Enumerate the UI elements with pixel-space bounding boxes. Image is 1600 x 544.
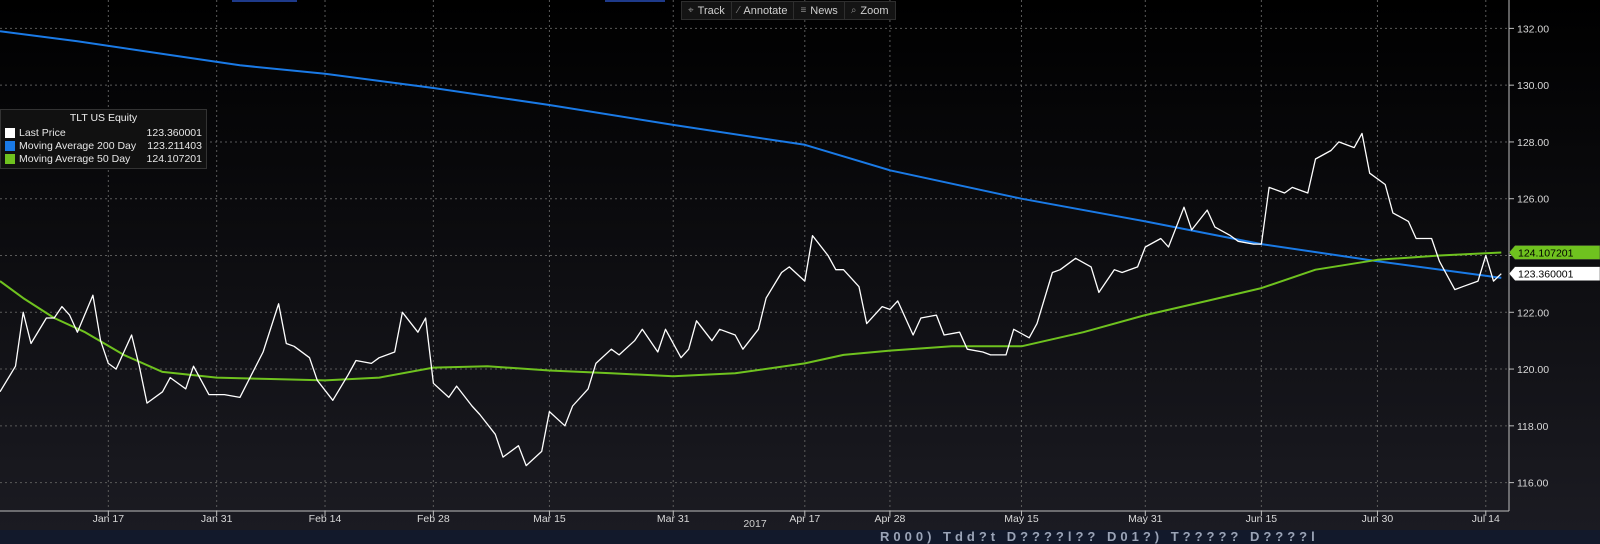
header-strip-mark [232, 0, 297, 2]
x-tick-label: May 31 [1128, 513, 1163, 525]
legend-series-name: Moving Average 50 Day [19, 152, 131, 165]
footer-ticker-text: R000) Tdd?t D????l?? D01?) T????? D????l [880, 530, 1319, 544]
x-tick-label: Jun 15 [1246, 513, 1278, 525]
zoom-button[interactable]: ⌕ Zoom [845, 2, 895, 19]
series-lines [0, 30, 1502, 467]
news-label: News [810, 4, 838, 17]
x-tick-label: Jan 31 [201, 513, 233, 525]
x-tick-label: Jun 30 [1362, 513, 1394, 525]
x-tick-label: Mar 15 [533, 513, 566, 525]
x-tick-label: Mar 31 [657, 513, 690, 525]
magnifier-icon: ⌕ [850, 5, 857, 16]
crosshair-icon: ⌖ [688, 5, 694, 16]
news-button[interactable]: ≡ News [794, 2, 845, 19]
y-tick-label: 116.00 [1517, 478, 1548, 490]
chart-toolbar: ⌖ Track ⁄ Annotate ≡ News ⌕ Zoom [681, 1, 896, 20]
legend-swatch [5, 140, 15, 151]
last-value-tags: 124.107201 123.360001 [1508, 245, 1600, 281]
y-tick-label: 128.00 [1517, 137, 1549, 149]
legend-series-name: Moving Average 200 Day [19, 139, 137, 152]
header-strip-mark [605, 0, 665, 2]
last-value-tag [1508, 266, 1600, 281]
x-axis-ticks: Jan 17 Jan 31 Feb 14 Feb 28 Mar 15 Mar 31 Apr … [93, 511, 1500, 525]
annotate-label: Annotate [743, 4, 788, 17]
footer-ticker-strip: R000) Tdd?t D????l?? D01?) T????? D????l [0, 530, 1600, 544]
annotate-button[interactable]: ⁄ Annotate [732, 2, 795, 19]
legend-series-value: 123.211403 [147, 139, 202, 152]
y-tick-label: 132.00 [1517, 23, 1549, 35]
y-tick-label: 120.00 [1517, 364, 1549, 376]
legend-row-last-price[interactable]: Last Price 123.360001 [5, 126, 202, 139]
zoom-label: Zoom [860, 4, 889, 17]
x-tick-label: Feb 14 [309, 513, 342, 525]
x-axis-year-label: 2017 [743, 518, 767, 530]
track-button[interactable]: ⌖ Track [682, 2, 732, 19]
chart-legend[interactable]: TLT US Equity Last Price 123.360001 Movi… [0, 109, 207, 169]
legend-row-ma200[interactable]: Moving Average 200 Day 123.211403 [5, 139, 202, 152]
track-label: Track [697, 4, 725, 17]
legend-swatch [5, 153, 15, 164]
x-tick-label: Feb 28 [417, 513, 450, 525]
y-tick-label: 130.00 [1517, 80, 1549, 92]
gridlines [0, 0, 1509, 511]
legend-swatch [5, 127, 15, 138]
x-tick-label: Apr 17 [789, 513, 820, 525]
x-tick-label: Jul 14 [1472, 513, 1500, 525]
legend-series-value: 123.360001 [146, 126, 202, 139]
x-tick-label: Jan 17 [93, 513, 125, 525]
list-icon: ≡ [800, 5, 807, 16]
legend-row-ma50[interactable]: Moving Average 50 Day 124.107201 [5, 152, 202, 165]
legend-series-name: Last Price [19, 126, 66, 139]
last-value-label: 124.107201 [1518, 247, 1574, 259]
x-tick-label: May 15 [1004, 513, 1039, 525]
legend-title: TLT US Equity [69, 112, 138, 124]
last-value-tag [1508, 245, 1600, 260]
pencil-icon: ⁄ [737, 5, 740, 16]
y-tick-label: 118.00 [1517, 421, 1548, 433]
y-tick-label: 126.00 [1517, 194, 1549, 206]
legend-series-value: 124.107201 [146, 152, 202, 165]
x-tick-label: Apr 28 [874, 513, 905, 525]
y-tick-label: 122.00 [1517, 307, 1549, 319]
last-value-label: 123.360001 [1518, 269, 1574, 281]
plot-background [0, 0, 1600, 530]
